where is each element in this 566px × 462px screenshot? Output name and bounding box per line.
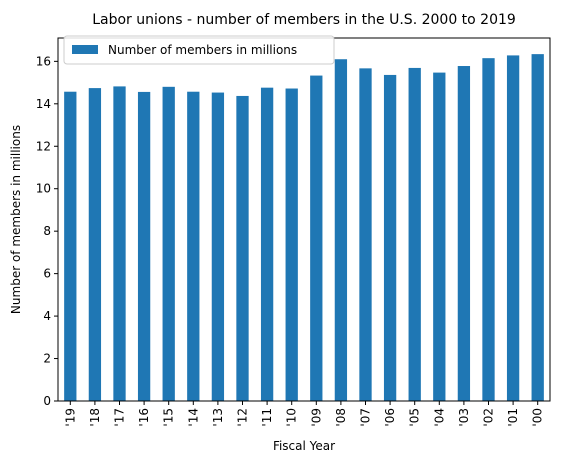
- x-tick-label-12: '07: [359, 408, 373, 427]
- bar-15: [433, 72, 446, 401]
- y-tick-label-3: 6: [43, 267, 51, 281]
- y-tick-label-0: 0: [43, 394, 51, 408]
- y-tick-label-4: 8: [43, 224, 51, 238]
- x-tick-label-6: '13: [211, 408, 225, 427]
- x-tick-label-14: '05: [408, 408, 422, 427]
- bar-4: [162, 86, 175, 401]
- bar-19: [531, 54, 544, 401]
- chart-title: Labor unions - number of members in the …: [92, 12, 516, 28]
- bar-10: [310, 75, 323, 401]
- bar-8: [260, 87, 274, 402]
- bar-9: [285, 88, 298, 402]
- x-tick-label-16: '03: [457, 408, 471, 427]
- legend-swatch: [72, 45, 98, 54]
- x-tick-label-9: '10: [285, 408, 299, 427]
- legend-box: [63, 35, 335, 65]
- bar-17: [482, 58, 495, 402]
- x-tick-label-15: '04: [432, 408, 446, 427]
- y-tick-label-2: 4: [43, 309, 51, 323]
- bar-14: [408, 67, 421, 402]
- x-tick-label-3: '16: [137, 408, 151, 427]
- bar-6: [211, 92, 225, 401]
- x-tick-label-13: '06: [383, 408, 397, 427]
- y-tick-label-5: 10: [36, 182, 51, 196]
- bar-18: [506, 55, 520, 401]
- bar-7: [236, 95, 249, 401]
- bars-layer: [64, 54, 544, 402]
- legend-label: Number of members in millions: [108, 43, 297, 57]
- x-axis: '19 '18 '17 '16 '15 '14 '13 '12 '11 '10 '09 '08 '07 '…: [63, 401, 545, 427]
- x-axis-label: Fiscal Year: [273, 439, 335, 453]
- bar-1: [88, 88, 102, 401]
- plot-area-frame: [57, 37, 551, 402]
- bar-11: [334, 59, 348, 401]
- y-tick-label-8: 16: [36, 54, 51, 68]
- bar-0: [64, 91, 77, 402]
- x-tick-label-2: '17: [113, 408, 127, 427]
- legend: Number of members in millions: [63, 35, 335, 65]
- x-tick-label-11: '08: [334, 408, 348, 427]
- bar-12: [359, 68, 372, 402]
- x-tick-label-4: '15: [162, 408, 176, 427]
- x-tick-label-10: '09: [309, 408, 323, 427]
- bar-13: [383, 74, 397, 401]
- x-tick-label-17: '02: [482, 408, 496, 427]
- x-tick-label-19: '00: [531, 408, 545, 427]
- y-tick-label-1: 2: [43, 352, 51, 366]
- x-tick-label-18: '01: [506, 408, 520, 427]
- x-tick-label-0: '19: [63, 408, 77, 427]
- y-tick-label-6: 12: [36, 139, 51, 153]
- bar-3: [137, 91, 151, 402]
- x-tick-label-1: '18: [88, 408, 102, 427]
- y-axis-label: Number of members in millions: [9, 125, 23, 314]
- bar-2: [113, 86, 126, 402]
- x-tick-label-5: '14: [186, 408, 200, 427]
- x-tick-label-8: '11: [260, 408, 274, 427]
- x-tick-label-7: '12: [236, 408, 250, 427]
- y-tick-label-7: 14: [36, 97, 51, 111]
- y-axis: 0 2 4 6 8 10 12 14 16: [36, 54, 58, 408]
- bar-16: [457, 66, 471, 402]
- bar-5: [187, 91, 200, 402]
